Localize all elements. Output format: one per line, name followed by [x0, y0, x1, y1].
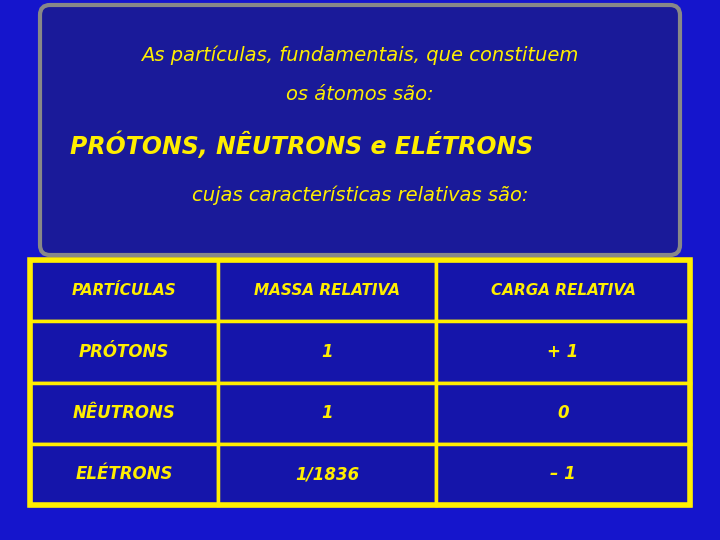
Text: os átomos são:: os átomos são: [286, 85, 434, 105]
Bar [218, 444, 436, 505]
FancyBboxPatch shape [40, 5, 680, 255]
Bar [436, 444, 690, 505]
Text: PRÓTONS, NÊUTRONS e ELÉTRONS: PRÓTONS, NÊUTRONS e ELÉTRONS [70, 131, 534, 159]
Bar [30, 444, 218, 505]
Bar [218, 260, 436, 321]
Text: MASSA RELATIVA: MASSA RELATIVA [254, 283, 400, 298]
Text: – 1: – 1 [550, 465, 576, 483]
Bar [436, 382, 690, 444]
Bar [30, 382, 218, 444]
Text: ELÉTRONS: ELÉTRONS [76, 465, 173, 483]
Text: 1: 1 [321, 343, 333, 361]
Text: 1: 1 [321, 404, 333, 422]
Bar [218, 382, 436, 444]
Text: + 1: + 1 [547, 343, 579, 361]
Bar [436, 260, 690, 321]
Bar [218, 321, 436, 382]
Text: PRÓTONS: PRÓTONS [79, 343, 169, 361]
Text: 0: 0 [557, 404, 569, 422]
Text: cujas características relativas são:: cujas características relativas são: [192, 185, 528, 205]
Text: CARGA RELATIVA: CARGA RELATIVA [490, 283, 635, 298]
Bar [436, 321, 690, 382]
Text: As partículas, fundamentais, que constituem: As partículas, fundamentais, que constit… [141, 45, 579, 65]
Bar [30, 321, 218, 382]
Text: PARTÍCULAS: PARTÍCULAS [72, 283, 176, 298]
Text: 1/1836: 1/1836 [295, 465, 359, 483]
Bar [30, 260, 690, 505]
Text: NÊUTRONS: NÊUTRONS [73, 404, 176, 422]
Bar [30, 260, 218, 321]
